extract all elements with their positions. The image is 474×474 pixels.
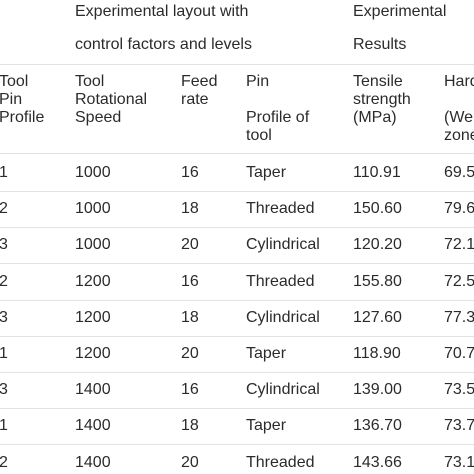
column-header: Pin (246, 73, 270, 90)
cell: 18 (181, 417, 199, 435)
group-header: Experimental (353, 3, 447, 20)
cell: 1000 (75, 164, 111, 181)
cell: 1200 (75, 308, 111, 326)
cell: 1400 (75, 453, 111, 471)
cell: 2 (0, 453, 8, 471)
cell: Taper (246, 417, 287, 435)
group-header: Experimental layout with (75, 3, 249, 20)
column-header: (MPa) (353, 109, 397, 126)
cell: 110.91 (353, 164, 401, 181)
cell: 2 (0, 272, 8, 290)
column-header: strength (353, 91, 411, 108)
cell: 155.80 (353, 272, 402, 290)
cell: Cylindrical (246, 236, 320, 254)
column-header: Hard (444, 73, 474, 90)
row-divider (0, 153, 474, 154)
cell: 1200 (75, 345, 111, 362)
cell: 2 (0, 200, 8, 218)
cell: 20 (181, 345, 199, 362)
cell: Taper (246, 164, 287, 181)
group-header: Results (353, 36, 407, 53)
cell: 69.5 (444, 164, 474, 181)
column-header: Tool (75, 73, 105, 90)
cell: 73.5 (444, 381, 474, 399)
row-divider (0, 64, 474, 65)
cell: 72.1 (444, 236, 474, 254)
cell: 18 (181, 308, 199, 326)
cell: 16 (181, 381, 199, 399)
cell: Threaded (246, 272, 315, 290)
cell: 3 (0, 308, 8, 326)
cell: 3 (0, 381, 8, 399)
cell: 77.3 (444, 308, 474, 326)
column-header: tool (246, 127, 272, 144)
cell: 73.7 (444, 417, 474, 435)
column-header: Tool (0, 73, 29, 90)
column-header: Speed (75, 109, 122, 126)
row-divider (0, 227, 474, 229)
column-header: Pin (0, 91, 23, 108)
cell: 16 (181, 164, 199, 181)
column-header: (We (444, 109, 474, 126)
cell: 1000 (75, 200, 111, 218)
cell: Taper (246, 345, 287, 362)
cell: 1 (0, 345, 8, 362)
cell: 20 (181, 453, 199, 471)
cell: 1200 (75, 272, 111, 290)
cell: 70.7 (444, 345, 474, 362)
cell: 139.00 (353, 381, 402, 399)
cell: 16 (181, 272, 199, 290)
cell: 20 (181, 236, 199, 254)
row-divider (0, 372, 474, 373)
column-header: zone (444, 127, 474, 144)
cell: 136.70 (353, 417, 402, 435)
cell: 73.1 (444, 453, 474, 471)
row-divider (0, 444, 474, 446)
column-header: Feed (181, 73, 218, 90)
row-divider (0, 335, 474, 337)
cell: 1400 (75, 381, 111, 399)
cell: 1400 (75, 417, 111, 435)
column-header: Profile (0, 109, 45, 126)
cell: 150.60 (353, 200, 402, 218)
cell: 1 (0, 164, 8, 181)
cell: 72.5 (444, 272, 474, 290)
row-divider (0, 299, 474, 301)
cell: Threaded (246, 200, 315, 218)
cell: 3 (0, 236, 8, 254)
group-header: control factors and levels (75, 36, 252, 53)
column-header: Tensile (353, 73, 403, 90)
cell: 127.60 (353, 308, 402, 326)
cell: Cylindrical (246, 381, 320, 399)
cell: Cylindrical (246, 308, 320, 326)
cell: 18 (181, 200, 199, 218)
column-header: Rotational (75, 91, 148, 108)
cell: 1000 (75, 236, 111, 254)
cell: 1 (0, 417, 8, 435)
cell: 79.6 (444, 200, 474, 218)
column-header: rate (181, 91, 209, 108)
cell: 120.20 (353, 236, 402, 254)
cell: Threaded (246, 453, 315, 471)
cell: 118.90 (353, 345, 401, 362)
row-divider (0, 263, 474, 265)
column-header: Profile of (246, 109, 310, 126)
row-divider (0, 191, 474, 192)
cell: 143.66 (353, 453, 402, 471)
row-divider (0, 408, 474, 410)
